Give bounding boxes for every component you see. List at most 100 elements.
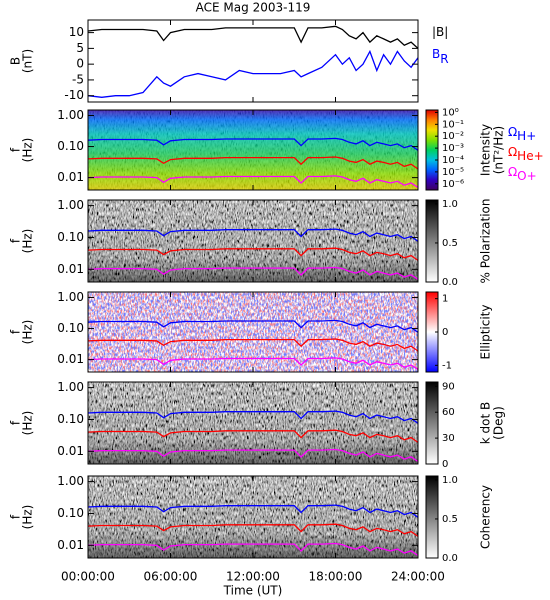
chart-title: ACE Mag 2003-119	[196, 1, 311, 15]
colorbar-tick-label: 10⁻³	[442, 143, 464, 154]
y-axis-label: f	[9, 420, 23, 425]
legend-entry: |B|	[432, 25, 448, 39]
y-axis-label: (Hz)	[21, 411, 35, 436]
cyclotron-line	[88, 523, 418, 537]
y-tick-label: 0.01	[57, 262, 84, 276]
data-line	[88, 49, 418, 98]
colorbar-tick-label: 1.0	[442, 475, 458, 486]
x-tick-label: 00:00:00	[61, 570, 115, 584]
spectrogram-texture	[88, 110, 418, 190]
y-tick-label: 0.10	[57, 139, 84, 153]
y-axis-label: f	[9, 329, 23, 334]
colorbar-tick-label: -1	[442, 360, 452, 371]
colorbar-title: (nT²/Hz)	[492, 126, 506, 174]
y-axis-label: (Hz)	[21, 138, 35, 163]
cyclotron-line	[88, 228, 418, 242]
y-tick-label: 0.10	[57, 412, 84, 426]
y-tick-label: -5	[72, 72, 84, 86]
colorbar-tick-label: 90	[442, 381, 455, 392]
y-tick-label: 1.00	[57, 198, 84, 212]
y-tick-label: 1.00	[57, 290, 84, 304]
y-axis-label: (nT)	[21, 49, 35, 73]
y-tick-label: 0.01	[57, 170, 84, 184]
panel	[88, 476, 418, 558]
cyclotron-line	[88, 247, 418, 261]
y-axis-label: B	[9, 57, 23, 65]
y-tick-label: 0.10	[57, 230, 84, 244]
spectrogram-shade	[88, 200, 418, 282]
panel	[88, 200, 418, 282]
y-tick-label: 1.00	[57, 380, 84, 394]
data-line	[88, 25, 418, 49]
panel	[88, 110, 418, 190]
y-tick-label: 0	[76, 57, 84, 71]
legend-entry: ΩHe+	[508, 145, 544, 163]
y-axis-label: f	[9, 238, 23, 243]
colorbar-tick-label: 10⁻²	[442, 131, 464, 142]
x-axis-label: Time (UT)	[223, 584, 283, 598]
y-tick-label: 0.01	[57, 352, 84, 366]
colorbar-title: Coherency	[479, 485, 493, 549]
y-axis-label: (Hz)	[21, 229, 35, 254]
legend-subscript: O+	[517, 169, 537, 183]
y-tick-label: 0.10	[57, 506, 84, 520]
colorbar-tick-label: 0	[442, 327, 448, 338]
legend-entry: ΩH+	[508, 125, 536, 143]
y-tick-label: 0.01	[57, 444, 84, 458]
colorbar-tick-label: 0.0	[442, 553, 458, 564]
panel	[88, 292, 418, 372]
cyclotron-line	[88, 357, 418, 371]
colorbar-tick-label: 10⁰	[442, 107, 459, 118]
legend-label: Ω	[508, 125, 517, 139]
spectrogram-shade	[88, 476, 418, 558]
cyclotron-line	[88, 448, 418, 463]
cyclotron-line	[88, 156, 418, 170]
colorbar-tick-label: 60	[442, 407, 455, 418]
cyclotron-line	[88, 319, 418, 333]
y-tick-label: 1.00	[57, 108, 84, 122]
colorbar-title: Intensity	[479, 124, 493, 176]
y-axis-label: (Hz)	[21, 320, 35, 345]
colorbar	[425, 475, 439, 559]
plot-frame	[87, 19, 419, 103]
colorbar-title: Ellipticity	[479, 305, 493, 360]
y-axis-label: f	[9, 147, 23, 152]
colorbar-tick-label: 30	[442, 433, 455, 444]
colorbar-tick-label: 0.5	[442, 514, 458, 525]
colorbar-tick-label: 0	[442, 459, 448, 470]
colorbar	[425, 199, 439, 283]
colorbar	[425, 381, 439, 465]
y-tick-label: 0.01	[57, 538, 84, 552]
legend-label: B	[432, 47, 440, 61]
colorbar-tick-label: 10⁻⁶	[442, 179, 464, 190]
legend-label: |B|	[432, 25, 448, 39]
legend-label: Ω	[508, 145, 517, 159]
x-tick-label: 06:00:00	[144, 570, 198, 584]
y-axis-label: (Hz)	[21, 505, 35, 530]
y-axis-label: f	[9, 514, 23, 519]
cyclotron-line	[88, 266, 418, 281]
colorbar-tick-label: 1	[442, 294, 448, 305]
legend-entry: ΩO+	[508, 165, 537, 183]
legend-subscript: He+	[517, 149, 543, 163]
cyclotron-line	[88, 175, 418, 189]
y-tick-label: -10	[64, 88, 84, 102]
x-tick-label: 12:00:00	[226, 570, 280, 584]
colorbar-title: % Polarization	[479, 199, 493, 284]
cyclotron-line	[88, 410, 418, 424]
colorbar-title: k dot B	[479, 402, 493, 444]
y-tick-label: 1.00	[57, 474, 84, 488]
colorbar-title: (Deg)	[492, 406, 506, 440]
colorbar-tick-label: 0.5	[442, 238, 458, 249]
colorbar-tick-label: 10⁻¹	[442, 119, 464, 130]
x-tick-label: 24:00:00	[391, 570, 445, 584]
panel	[88, 25, 418, 98]
colorbar-tick-label: 10⁻⁴	[442, 155, 464, 166]
y-tick-label: 0.10	[57, 321, 84, 335]
cyclotron-line	[88, 137, 418, 151]
colorbar-tick-label: 1.0	[442, 199, 458, 210]
y-tick-label: 5	[76, 41, 84, 55]
x-tick-label: 18:00:00	[309, 570, 363, 584]
